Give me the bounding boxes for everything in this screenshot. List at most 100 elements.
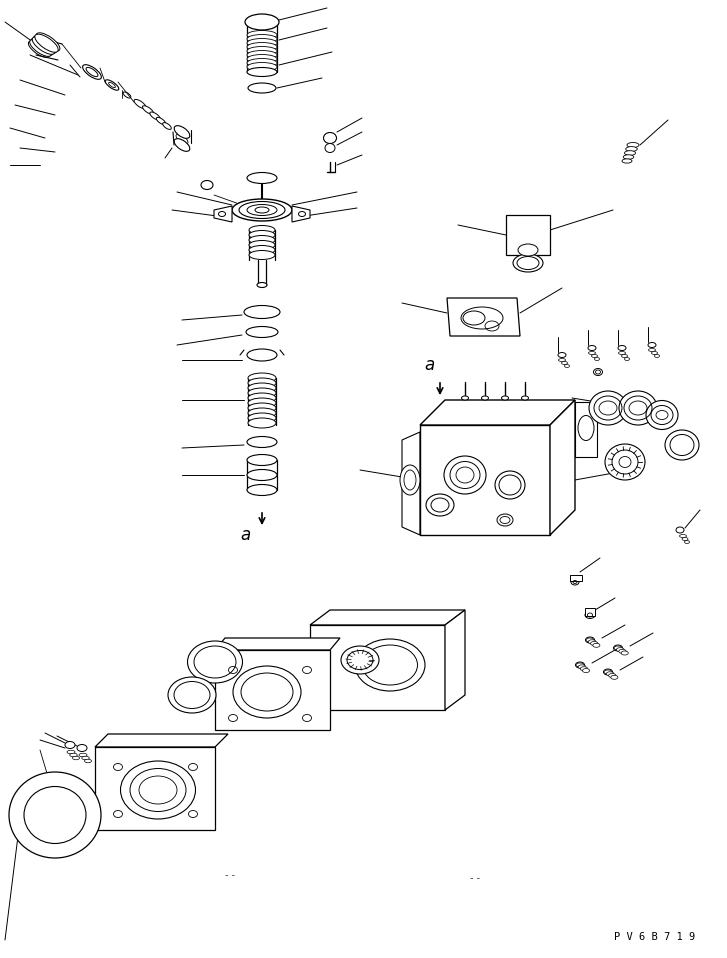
Ellipse shape [592,354,598,357]
Ellipse shape [31,38,53,56]
Ellipse shape [67,750,75,754]
Ellipse shape [513,254,543,272]
Ellipse shape [608,673,616,677]
Ellipse shape [188,641,243,683]
Ellipse shape [249,240,275,249]
Ellipse shape [571,579,579,585]
Ellipse shape [156,117,166,125]
Ellipse shape [247,47,277,56]
Ellipse shape [502,396,508,400]
Polygon shape [215,650,330,730]
Ellipse shape [249,236,275,244]
Ellipse shape [590,642,598,646]
Ellipse shape [35,34,58,53]
Polygon shape [292,206,310,222]
Ellipse shape [163,123,172,129]
Ellipse shape [232,199,292,221]
Ellipse shape [654,354,659,357]
Ellipse shape [481,396,489,400]
Ellipse shape [582,669,590,673]
Ellipse shape [355,639,425,691]
Ellipse shape [248,398,276,408]
Ellipse shape [586,638,594,642]
Ellipse shape [624,357,630,360]
Ellipse shape [462,396,468,400]
Ellipse shape [245,14,279,30]
Ellipse shape [614,645,622,651]
Text: a: a [424,356,434,374]
Text: - -: - - [470,873,480,883]
Ellipse shape [619,391,657,425]
Ellipse shape [247,55,277,63]
Ellipse shape [248,403,276,413]
Ellipse shape [36,33,60,51]
Ellipse shape [248,413,276,423]
Ellipse shape [247,349,277,361]
Ellipse shape [606,672,614,675]
Ellipse shape [248,378,276,388]
Ellipse shape [248,408,276,418]
Ellipse shape [648,343,656,348]
Ellipse shape [247,31,277,39]
Ellipse shape [626,147,638,151]
Ellipse shape [24,787,86,843]
Ellipse shape [257,283,267,287]
Ellipse shape [578,416,594,441]
Ellipse shape [651,352,657,354]
Ellipse shape [249,225,275,235]
Ellipse shape [73,756,79,760]
Ellipse shape [564,364,569,368]
Ellipse shape [247,437,277,447]
Ellipse shape [426,494,454,516]
Ellipse shape [247,58,277,67]
Polygon shape [215,638,340,650]
Polygon shape [310,610,465,625]
Polygon shape [420,425,550,535]
Ellipse shape [33,35,57,54]
Ellipse shape [623,155,634,159]
Ellipse shape [676,527,684,533]
Ellipse shape [682,537,688,540]
Ellipse shape [622,354,627,357]
Polygon shape [214,206,232,222]
Ellipse shape [589,391,627,425]
Ellipse shape [588,352,595,354]
Text: P V 6 B 7 1 9: P V 6 B 7 1 9 [614,932,695,942]
Ellipse shape [627,143,639,148]
Ellipse shape [558,353,566,357]
Ellipse shape [248,393,276,403]
Text: - -: - - [225,870,235,880]
Ellipse shape [77,744,87,751]
Ellipse shape [680,535,686,537]
Ellipse shape [576,662,585,668]
Ellipse shape [621,651,628,655]
Ellipse shape [65,741,75,748]
Ellipse shape [624,150,635,155]
Ellipse shape [618,346,626,351]
Ellipse shape [341,646,379,674]
Text: a: a [240,526,250,544]
Ellipse shape [142,105,153,114]
Bar [506,215,550,255]
Ellipse shape [603,669,613,675]
Ellipse shape [614,646,622,650]
Ellipse shape [249,245,275,255]
Ellipse shape [325,144,335,152]
Polygon shape [95,747,215,830]
Ellipse shape [605,444,645,480]
Ellipse shape [81,756,89,760]
Ellipse shape [247,42,277,52]
Ellipse shape [249,250,275,260]
Ellipse shape [247,67,277,77]
Ellipse shape [616,648,624,651]
Ellipse shape [247,34,277,43]
Ellipse shape [247,38,277,48]
Ellipse shape [648,349,656,352]
Ellipse shape [665,430,699,460]
Ellipse shape [247,51,277,59]
Ellipse shape [247,454,277,466]
Ellipse shape [461,307,503,329]
Ellipse shape [134,100,146,108]
Ellipse shape [580,667,587,671]
Bar [575,402,597,457]
